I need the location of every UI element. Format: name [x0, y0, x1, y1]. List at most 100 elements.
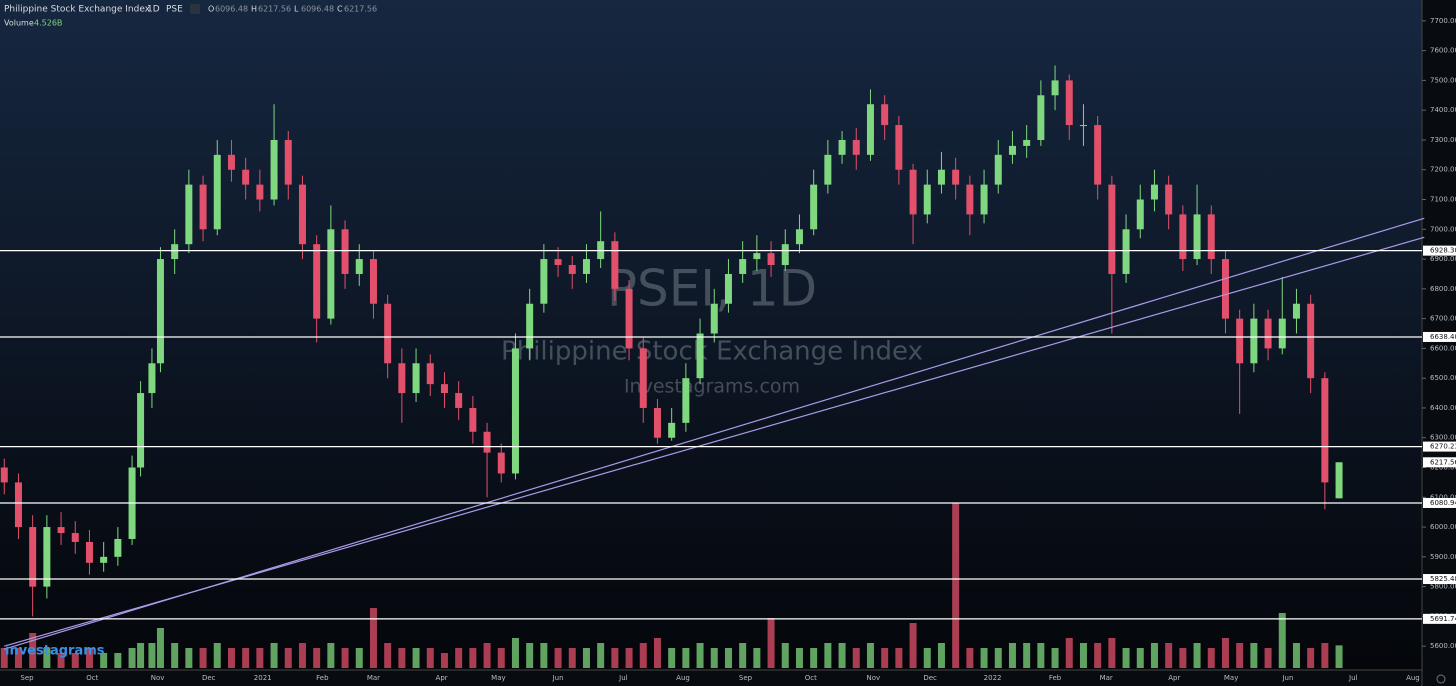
x-tick-label: Mar — [1100, 674, 1113, 682]
volume-bar — [1193, 643, 1201, 668]
watermark: Investagrams.com — [624, 376, 800, 398]
x-tick-label: May — [491, 674, 505, 682]
candle-body — [639, 348, 647, 408]
level-tag — [1423, 613, 1456, 624]
volume-bar — [767, 618, 775, 668]
candle-body — [29, 527, 37, 587]
candle-body — [824, 154, 832, 185]
candle-body — [568, 265, 576, 274]
x-tick-label: Nov — [866, 674, 880, 682]
price-axis-background — [1422, 0, 1456, 686]
candle-body — [0, 467, 8, 483]
collapse-button[interactable] — [190, 4, 200, 14]
y-tick-label: 7000.00 — [1430, 225, 1456, 233]
volume-bar — [994, 648, 1002, 668]
volume-bar — [1150, 643, 1158, 668]
candle-body — [895, 125, 903, 170]
y-tick-label: 7200.00 — [1430, 166, 1456, 174]
volume-bar — [724, 648, 732, 668]
x-tick-label: Oct — [805, 674, 817, 682]
volume-value: 4.526B — [34, 19, 62, 28]
volume-bar — [213, 643, 221, 668]
candle-body — [1079, 125, 1087, 127]
candle-body — [1207, 214, 1215, 260]
volume-bar — [483, 643, 491, 668]
candle-body — [866, 104, 874, 155]
ohlc-value: 6096.48 — [301, 5, 334, 14]
time-axis-background — [0, 670, 1422, 686]
volume-bar — [114, 653, 122, 668]
volume-bar — [795, 648, 803, 668]
volume-bar — [384, 643, 392, 668]
exchange: PSE — [166, 5, 183, 15]
x-tick-label: 2022 — [984, 674, 1002, 682]
level-tag — [1423, 331, 1456, 342]
volume-bar — [597, 643, 605, 668]
volume-bar — [14, 648, 22, 668]
candle-body — [1150, 184, 1158, 200]
volume-bar — [1278, 613, 1286, 668]
volume-bar — [639, 643, 647, 668]
candle-body — [1292, 303, 1300, 319]
candle-body — [213, 154, 221, 230]
volume-bar — [199, 648, 207, 668]
candle-body — [611, 241, 619, 289]
ohlc-key: C — [337, 5, 343, 14]
candle-body — [937, 169, 945, 185]
volume-bar — [137, 643, 145, 668]
candle-body — [199, 184, 207, 230]
candle-body — [781, 244, 789, 266]
volume-bar — [0, 648, 8, 668]
volume-bar — [242, 648, 250, 668]
volume-bar — [952, 503, 960, 668]
candle-body — [469, 407, 477, 432]
volume-bar — [1065, 638, 1073, 668]
x-tick-label: Aug — [676, 674, 690, 682]
y-tick-label: 6800.00 — [1430, 285, 1456, 293]
candle-body — [724, 273, 732, 304]
y-tick-label: 7600.00 — [1430, 47, 1456, 55]
volume-bar — [1023, 643, 1031, 668]
candle-body — [242, 169, 250, 185]
trendline — [4, 236, 1425, 647]
y-tick-label: 6500.00 — [1430, 374, 1456, 382]
candle-body — [1335, 462, 1343, 499]
volume-bar — [1179, 648, 1187, 668]
candle-body — [85, 541, 93, 563]
level-tag — [1423, 497, 1456, 508]
logo: investagrams — [5, 644, 105, 659]
x-tick-label: Jun — [552, 674, 564, 682]
volume-bar — [682, 648, 690, 668]
volume-bar — [611, 648, 619, 668]
volume-bar — [1335, 645, 1343, 668]
ohlc-key: H — [251, 5, 257, 14]
candle-body — [1108, 184, 1116, 274]
volume-bar — [455, 648, 463, 668]
candle-body — [398, 363, 406, 394]
candle-body — [554, 259, 562, 266]
x-tick-label: Dec — [202, 674, 216, 682]
last-price-label: 6217.56 — [1430, 458, 1456, 466]
candle-body — [526, 303, 534, 349]
y-tick-label: 7400.00 — [1430, 106, 1456, 114]
volume-bar — [398, 648, 406, 668]
settings-button[interactable] — [1436, 674, 1446, 684]
volume-bar — [100, 653, 108, 668]
candle-body — [256, 184, 264, 200]
x-tick-label: Sep — [20, 674, 34, 682]
y-tick-label: 6300.00 — [1430, 434, 1456, 442]
candle-body — [384, 303, 392, 364]
volume-bar — [554, 648, 562, 668]
candle-body — [57, 527, 65, 534]
candle-body — [71, 533, 79, 542]
y-tick-label: 7500.00 — [1430, 76, 1456, 84]
y-tick-label: 7700.00 — [1430, 17, 1456, 25]
candle-body — [1051, 80, 1059, 96]
candle-body — [653, 407, 661, 438]
volume-bar — [937, 643, 945, 668]
level-label: 6928.30 — [1430, 247, 1456, 255]
candle-body — [966, 184, 974, 215]
candle-body — [682, 378, 690, 423]
plot-background — [0, 0, 1422, 670]
candle-body — [540, 259, 548, 304]
